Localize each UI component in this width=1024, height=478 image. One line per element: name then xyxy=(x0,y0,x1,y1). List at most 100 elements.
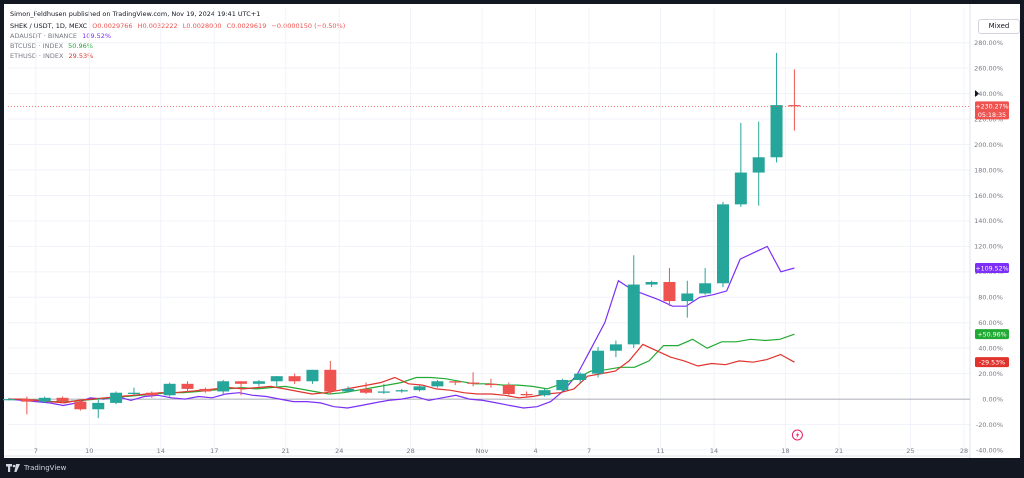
candle-body xyxy=(627,284,640,345)
candle-body xyxy=(342,388,355,392)
legend-main-symbol[interactable]: SHEK / USDT, 1D, MEXC O0.0029766 H0.0032… xyxy=(10,21,345,31)
candles xyxy=(3,52,801,419)
compare-value: 50.96% xyxy=(68,42,93,50)
y-tick-label: 120.00% xyxy=(974,243,1003,251)
ohlc-close: C0.0029619 xyxy=(226,22,267,30)
x-tick-label: 10 xyxy=(85,447,93,455)
ohlc-open: O0.0029766 xyxy=(92,22,133,30)
candle-body xyxy=(752,157,765,173)
candle-body xyxy=(163,383,176,396)
x-tick-label: 7 xyxy=(34,447,38,455)
candle-body xyxy=(377,391,390,393)
publisher-line: Simon_Feldhusen published on TradingView… xyxy=(10,10,261,18)
candle-body xyxy=(699,283,712,294)
y-tick-label: 80.00% xyxy=(978,294,1003,302)
bar-countdown: 05:18:35 xyxy=(978,112,1006,119)
x-tick-label: 25 xyxy=(906,447,914,455)
candle-body xyxy=(235,381,248,384)
compare-value: 109.52% xyxy=(82,32,112,40)
candle-body xyxy=(663,282,676,302)
candle-body xyxy=(734,172,747,205)
y-tick-label: 60.00% xyxy=(978,319,1003,327)
grid xyxy=(8,8,970,451)
candle-body xyxy=(449,381,462,383)
chart-legend: SHEK / USDT, 1D, MEXC O0.0029766 H0.0032… xyxy=(10,21,345,61)
ohlc-high: H0.0032222 xyxy=(137,22,178,30)
series-line-adausdt xyxy=(8,245,795,409)
candle-body xyxy=(38,397,51,402)
chart-frame: Simon_Feldhusen published on TradingView… xyxy=(4,4,1020,458)
candle-body xyxy=(574,373,587,380)
candle-body xyxy=(538,390,551,396)
candle-body xyxy=(252,381,265,384)
candle-body xyxy=(484,383,497,386)
compare-name: ETHUSD · INDEX xyxy=(10,52,64,60)
x-tick-label: 7 xyxy=(587,447,591,455)
y-tick-label: 160.00% xyxy=(974,192,1003,200)
candle-body xyxy=(181,383,194,389)
x-tick-label: 21 xyxy=(835,447,843,455)
y-tick-label: 200.00% xyxy=(974,141,1003,149)
y-tick-label: 20.00% xyxy=(978,370,1003,378)
candle-body xyxy=(110,392,123,403)
tradingview-icon xyxy=(6,464,20,472)
compare-value: 29.53% xyxy=(68,52,94,60)
series-line-btcusd xyxy=(9,333,795,403)
x-tick-label: 11 xyxy=(656,447,664,455)
y-tick-label: -20.00% xyxy=(976,421,1003,429)
candle-body xyxy=(413,386,426,391)
candle-body xyxy=(270,376,283,382)
candle-body xyxy=(288,376,301,382)
candle-body xyxy=(609,344,622,351)
legend-compare-btc[interactable]: BTCUSD · INDEX 50.96% xyxy=(10,41,345,51)
candle-body xyxy=(770,105,783,158)
x-tick-label: 24 xyxy=(335,447,343,455)
series-last-label: +109.52% xyxy=(975,265,1008,272)
series-last-badge xyxy=(975,357,1009,368)
series-line-ethusd xyxy=(9,343,795,404)
candle-body xyxy=(20,399,33,402)
y-tick-label: 0.00% xyxy=(982,395,1003,403)
ohlc-change: −0.0000150 (−0.50%) xyxy=(271,22,346,30)
legend-compare-ada[interactable]: ADAUSDT · BINANCE 109.52% xyxy=(10,31,345,41)
ohlc-low: L0.0028000 xyxy=(182,22,222,30)
x-tick-label: 14 xyxy=(157,447,165,455)
candle-body xyxy=(199,388,212,392)
candle-body xyxy=(395,390,408,392)
series-last-badge xyxy=(975,329,1009,340)
symbol-name: SHEK / USDT, 1D, MEXC xyxy=(10,22,88,30)
x-tick-label: 21 xyxy=(282,447,290,455)
x-tick-label: Nov xyxy=(476,447,489,455)
scale-mode-button[interactable]: Mixed xyxy=(978,19,1020,34)
last-price-label: +230.27% xyxy=(975,104,1008,111)
candle-body xyxy=(360,388,372,393)
y-tick-label: -40.00% xyxy=(976,446,1003,454)
candle-body xyxy=(592,350,605,374)
footer-bar: TradingView xyxy=(0,460,1024,478)
y-tick-label: 240.00% xyxy=(974,90,1003,98)
candle-body xyxy=(217,381,230,392)
candle-body xyxy=(92,402,105,410)
candle-body xyxy=(717,204,729,284)
legend-compare-eth[interactable]: ETHUSD · INDEX 29.53% xyxy=(10,51,345,61)
last-price-badge xyxy=(975,101,1009,120)
series-last-label: -29.53% xyxy=(979,359,1005,366)
x-tick-label: 4 xyxy=(534,447,538,455)
candle-body xyxy=(145,392,158,396)
y-tick-label: 220.00% xyxy=(974,115,1003,123)
x-tick-label: 14 xyxy=(710,447,718,455)
candle-body xyxy=(74,401,87,410)
y-tick-label: 280.00% xyxy=(974,39,1003,47)
series-last-badge xyxy=(975,263,1009,273)
candle-body xyxy=(467,382,480,384)
scale-marker-icon xyxy=(975,90,979,97)
candle-body xyxy=(56,397,69,402)
candle-body xyxy=(306,369,319,382)
y-tick-label: 180.00% xyxy=(974,166,1003,174)
lightning-icon xyxy=(795,431,800,439)
tradingview-logo: TradingView xyxy=(6,464,66,472)
x-tick-label: 28 xyxy=(406,447,414,455)
y-tick-label: 140.00% xyxy=(974,217,1003,225)
series-last-label: +50.96% xyxy=(977,331,1006,338)
